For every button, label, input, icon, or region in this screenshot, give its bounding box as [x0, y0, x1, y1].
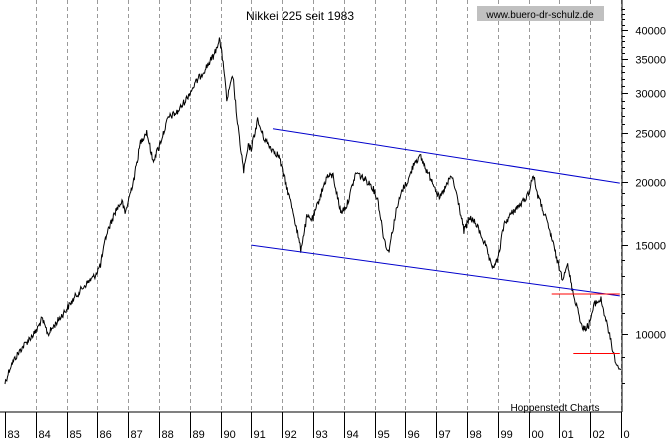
x-tick-label: 96 [408, 429, 420, 439]
x-tick-label: 01 [562, 429, 574, 439]
x-tick-label: 84 [39, 429, 51, 439]
x-tick-label: 88 [162, 429, 174, 439]
x-tick-label: 91 [254, 429, 266, 439]
chart-title: Nikkei 225 seit 1983 [246, 9, 354, 23]
series-layer [4, 37, 622, 385]
trend-channel-line [251, 244, 620, 297]
y-tick-label: 40000 [635, 26, 666, 38]
x-tick-label: 94 [347, 429, 359, 439]
x-tick-label: 92 [285, 429, 297, 439]
y-tick-label: 10000 [635, 330, 666, 342]
source-badge: www.buero-dr-schulz.de [485, 10, 594, 21]
x-tick-label: 90 [224, 429, 236, 439]
x-tick-label: 97 [439, 429, 451, 439]
x-tick-label: 02 [593, 429, 605, 439]
x-tick-label: 83 [8, 429, 20, 439]
x-tick-label: 86 [100, 429, 112, 439]
x-tick-label: 98 [470, 429, 482, 439]
source-badge-bg [477, 6, 604, 21]
x-axis: 83 84 85 86 87 88 89 90 91 92 93 94 95 96 97 98 99 00 01 02… [5, 412, 630, 439]
y-tick-label: 15000 [635, 241, 666, 253]
x-tick-label: 85 [70, 429, 82, 439]
x-tick-label: 00 [532, 429, 544, 439]
y-tick-label: 35000 [635, 55, 666, 67]
y-tick-label: 20000 [635, 178, 666, 190]
x-tick-label: 95 [378, 429, 390, 439]
y-tick-label: 30000 [635, 89, 666, 101]
trend-channel-line [272, 128, 620, 184]
series-nikkei-line [4, 37, 622, 385]
x-tick-label: 87 [131, 429, 143, 439]
chart-credit: Hoppenstedt Charts [511, 403, 600, 414]
x-tick-label: 93 [316, 429, 328, 439]
y-tick-label: 25000 [635, 129, 666, 141]
x-tick-label: 89 [193, 429, 205, 439]
x-tick-label: 99 [501, 429, 513, 439]
x-tick-label: 0 [624, 429, 630, 439]
y-axis: 40000 35000 30000 25000 20000 15000 10000 [622, 9, 666, 384]
